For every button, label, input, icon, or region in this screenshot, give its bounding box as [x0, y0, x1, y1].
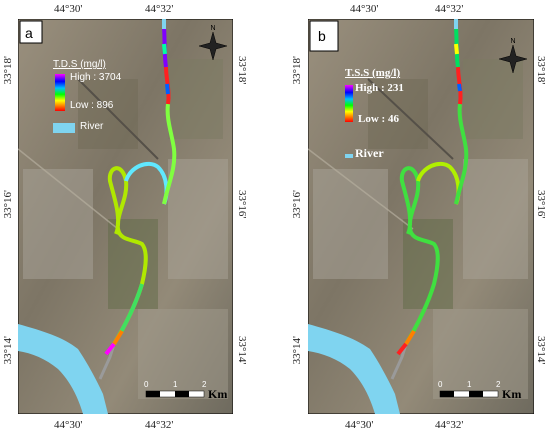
- scale-unit-b: Km: [502, 387, 522, 401]
- map-panel-b: N b T.S.S (mg/l) High : 231 Low : 46 Riv…: [308, 19, 534, 414]
- coord-right-upper-b: 33°18': [535, 56, 547, 85]
- north-arrow-icon: N: [198, 25, 228, 61]
- scale-tick-1-a: 1: [173, 380, 178, 389]
- coord-right-mid-a: 33°16': [236, 190, 248, 219]
- legend-low-b: Low : 46: [358, 113, 399, 125]
- scale-bar: [439, 390, 499, 398]
- legend-high-a: High : 3704: [70, 72, 122, 83]
- coord-right-upper-a: 33°18': [236, 56, 248, 85]
- svg-text:N: N: [510, 38, 515, 45]
- coord-top-right-a: 44°32': [145, 3, 174, 15]
- scale-bar: [145, 390, 205, 398]
- coord-bottom-left-b: 44°30': [345, 419, 374, 431]
- river-main: [308, 324, 400, 414]
- coord-bottom-right-b: 44°32': [435, 419, 464, 431]
- coord-right-lower-a: 33°14': [236, 336, 248, 365]
- coord-left-upper-b: 33°18': [291, 56, 303, 85]
- coord-top-left-b: 44°30': [350, 3, 379, 15]
- coord-bottom-right-a: 44°32': [145, 419, 174, 431]
- scale-tick-2-b: 2: [496, 380, 501, 389]
- coord-top-right-b: 44°32': [435, 3, 464, 15]
- legend-river-a: River: [80, 121, 104, 132]
- legend-title-a: T.D.S (mg/l): [53, 59, 106, 70]
- coord-right-lower-b: 33°14': [535, 336, 547, 365]
- legend-title-b: T.S.S (mg/l): [345, 67, 401, 79]
- river-main: [18, 324, 108, 414]
- scale-tick-0-b: 0: [438, 380, 443, 389]
- coord-top-left-a: 44°30': [54, 3, 83, 15]
- panel-label-a: a: [25, 25, 33, 41]
- north-arrow-icon: N: [498, 38, 528, 74]
- coord-right-mid-b: 33°16': [535, 190, 547, 219]
- scale-tick-2-a: 2: [202, 380, 207, 389]
- legend-low-a: Low : 896: [70, 100, 114, 111]
- legend-river-b: River: [355, 146, 384, 160]
- coord-left-lower-a: 33°14': [2, 336, 14, 365]
- coord-left-mid-a: 33°16': [2, 190, 14, 219]
- scale-tick-1-b: 1: [467, 380, 472, 389]
- coord-left-mid-b: 33°16': [291, 190, 303, 219]
- map-panel-a: N a T.D.S (mg/l) High : 3704 Low : 896 R…: [18, 19, 233, 414]
- coord-bottom-left-a: 44°30': [54, 419, 83, 431]
- panel-label-b: b: [318, 28, 326, 44]
- scale-unit-a: Km: [208, 387, 228, 401]
- scale-tick-0-a: 0: [144, 380, 149, 389]
- legend-high-b: High : 231: [355, 82, 404, 94]
- svg-text:N: N: [210, 25, 215, 32]
- coord-left-lower-b: 33°14': [291, 336, 303, 365]
- coord-left-upper-a: 33°18': [2, 56, 14, 85]
